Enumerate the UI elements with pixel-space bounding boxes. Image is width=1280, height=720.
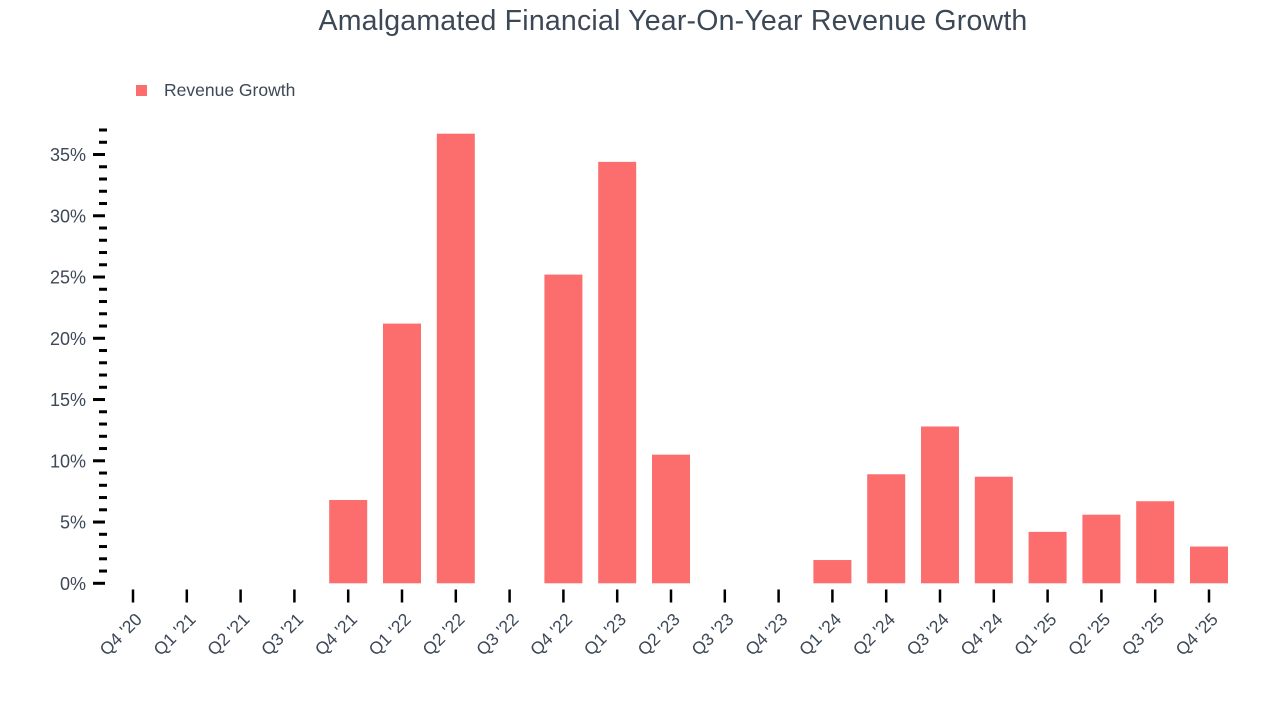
x-tick-label: Q3 '25	[1118, 609, 1168, 659]
x-tick-label: Q3 '21	[257, 609, 307, 659]
x-tick-label: Q1 '25	[1010, 609, 1060, 659]
x-tick-label: Q2 '24	[849, 609, 899, 659]
y-axis: 0% 5% 10% 15% 20% 25% 30% 35%	[50, 128, 107, 594]
x-tick-label: Q4 '20	[96, 609, 146, 659]
x-tick-label: Q2 '22	[418, 609, 468, 659]
legend-swatch-icon	[136, 85, 147, 96]
x-axis: Q4 '20 Q1 '21 Q2 '21 Q3 '21 Q4 '21 Q1 '22 Q2 '…	[96, 589, 1222, 659]
x-tick-label: Q2 '25	[1064, 609, 1114, 659]
x-tick-label: Q4 '22	[526, 609, 576, 659]
bars	[329, 133, 1228, 584]
x-tick-label: Q1 '22	[365, 609, 415, 659]
bar[interactable]	[383, 323, 421, 584]
legend-item-revenue-growth[interactable]: Revenue Growth	[136, 80, 295, 101]
bar[interactable]	[813, 560, 852, 584]
bar[interactable]	[544, 274, 583, 584]
bar[interactable]	[921, 426, 959, 584]
x-tick-label: Q2 '21	[203, 609, 253, 659]
bar[interactable]	[436, 133, 475, 584]
x-tick-label: Q1 '21	[149, 609, 199, 659]
x-tick-label: Q1 '24	[795, 609, 845, 659]
legend: Revenue Growth	[136, 80, 295, 101]
x-tick-label: Q4 '24	[956, 609, 1006, 659]
x-tick-label: Q4 '25	[1172, 609, 1222, 659]
y-tick-label: 0%	[60, 574, 86, 594]
bar[interactable]	[652, 454, 690, 584]
bar[interactable]	[867, 474, 906, 584]
bar[interactable]	[1190, 546, 1228, 584]
x-tick-label: Q4 '21	[311, 609, 361, 659]
x-tick-label: Q4 '23	[741, 609, 791, 659]
x-tick-label: Q1 '23	[580, 609, 630, 659]
bar[interactable]	[598, 161, 637, 584]
x-tick-label: Q3 '24	[903, 609, 953, 659]
y-tick-label: 25%	[50, 268, 86, 288]
x-tick-label: Q3 '22	[472, 609, 522, 659]
x-tick-label: Q3 '23	[687, 609, 737, 659]
y-tick-label: 10%	[50, 451, 86, 471]
y-tick-label: 15%	[50, 390, 86, 410]
bar[interactable]	[1028, 531, 1067, 584]
bar[interactable]	[974, 476, 1013, 584]
y-tick-label: 35%	[50, 145, 86, 165]
y-tick-label: 30%	[50, 206, 86, 226]
y-tick-label: 5%	[60, 513, 86, 533]
x-tick-label: Q2 '23	[634, 609, 684, 659]
bar[interactable]	[1136, 501, 1175, 584]
bar[interactable]	[329, 499, 368, 584]
chart-title: Amalgamated Financial Year-On-Year Reven…	[318, 5, 1028, 37]
y-tick-label: 20%	[50, 329, 86, 349]
bar[interactable]	[1082, 514, 1121, 584]
legend-label: Revenue Growth	[164, 80, 296, 100]
